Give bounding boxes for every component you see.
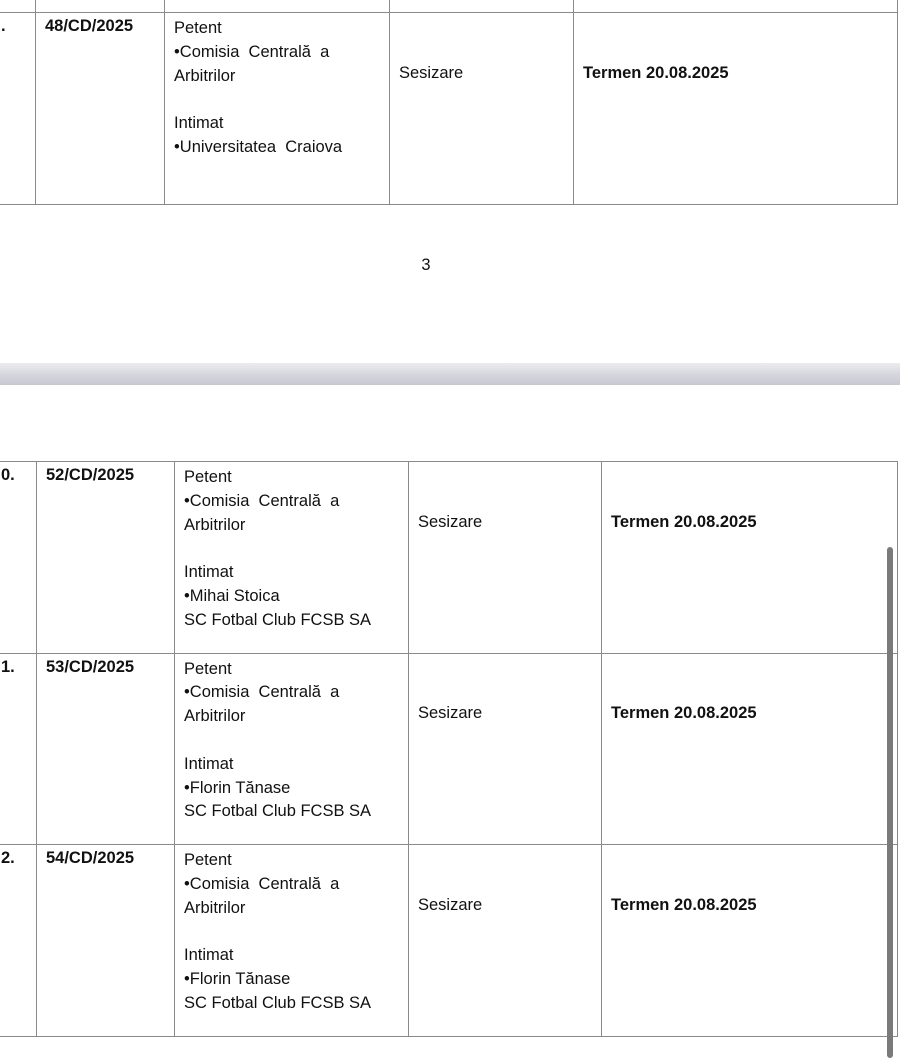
intimat-label: Intimat: [184, 754, 234, 773]
table-row: . 48/CD/2025 Petent •Comisia Centrală a …: [0, 12, 898, 205]
petent-label: Petent: [174, 19, 222, 37]
page-number: 3: [421, 256, 431, 274]
deadline: Termen 20.08.2025: [601, 652, 898, 845]
case-number: 54/CD/2025: [36, 844, 175, 1037]
row-number: 2.: [0, 844, 37, 1037]
petent-name-cont: Arbitrilor: [174, 66, 236, 85]
deadline: Termen 20.08.2025: [573, 12, 898, 205]
page-separator: [0, 363, 900, 385]
bottom-table: 0. 52/CD/2025 Petent •Comisia Centrală a…: [0, 461, 898, 1037]
case-number: 52/CD/2025: [36, 461, 175, 654]
intimat-name: •Mihai Stoica: [184, 587, 280, 606]
parties-cell: Petent •Comisia Centrală a Arbitrilor In…: [174, 652, 409, 845]
scrollbar[interactable]: [887, 547, 893, 1058]
petent-name: •Comisia Centrală a: [184, 491, 340, 510]
intimat-club: SC Fotbal Club FCSB SA: [184, 802, 372, 821]
intimat-club: SC Fotbal Club FCSB SA: [184, 610, 372, 629]
deadline: Termen 20.08.2025: [601, 461, 898, 654]
intimat-name: •Universitatea Craiova: [174, 138, 343, 157]
row-number: .: [0, 12, 36, 205]
case-number: 53/CD/2025: [36, 652, 175, 845]
intimat-label: Intimat: [184, 563, 234, 582]
petent-label: Petent: [184, 468, 232, 486]
petent-name: •Comisia Centrală a: [184, 683, 340, 702]
petent-name-cont: Arbitrilor: [184, 898, 246, 917]
petent-name: •Comisia Centrală a: [184, 874, 340, 893]
case-type: Sesizare: [389, 12, 574, 205]
table-row: 2. 54/CD/2025 Petent •Comisia Centrală a…: [0, 844, 898, 1037]
intimat-label: Intimat: [174, 114, 224, 133]
parties-cell: Petent •Comisia Centrală a Arbitrilor In…: [174, 844, 409, 1037]
deadline: Termen 20.08.2025: [601, 844, 898, 1037]
case-number: 48/CD/2025: [35, 12, 165, 205]
intimat-club: SC Fotbal Club FCSB SA: [184, 993, 372, 1012]
row-number: 1.: [0, 652, 37, 845]
case-type: Sesizare: [408, 652, 602, 845]
top-table: . 48/CD/2025 Petent •Comisia Centrală a …: [0, 0, 898, 205]
case-type: Sesizare: [408, 844, 602, 1037]
table-row: 1. 53/CD/2025 Petent •Comisia Centrală a…: [0, 652, 898, 845]
petent-name-cont: Arbitrilor: [184, 515, 246, 534]
table-row: 0. 52/CD/2025 Petent •Comisia Centrală a…: [0, 461, 898, 654]
intimat-name: •Florin Tănase: [184, 778, 291, 797]
intimat-label: Intimat: [184, 946, 234, 965]
row-number: 0.: [0, 461, 37, 654]
petent-label: Petent: [184, 659, 232, 678]
petent-name-cont: Arbitrilor: [184, 707, 246, 726]
petent-name: •Comisia Centrală a: [174, 42, 330, 61]
intimat-name: •Florin Tănase: [184, 970, 291, 989]
petent-label: Petent: [184, 851, 232, 869]
parties-cell: Petent •Comisia Centrală a Arbitrilor In…: [174, 461, 409, 654]
case-type: Sesizare: [408, 461, 602, 654]
parties-cell: Petent •Comisia Centrală a Arbitrilor In…: [164, 12, 390, 205]
